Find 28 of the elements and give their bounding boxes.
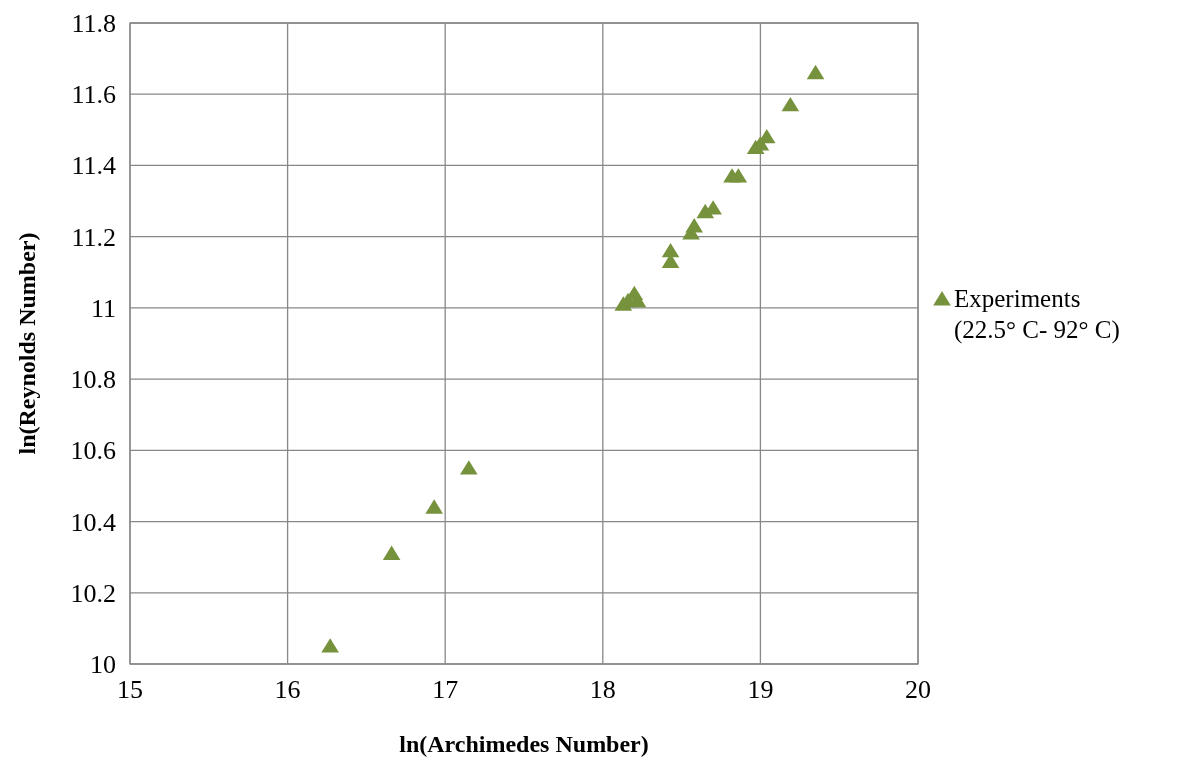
x-tick-label: 15 bbox=[117, 675, 143, 704]
x-tick-label: 19 bbox=[747, 675, 774, 704]
y-tick-label: 10 bbox=[90, 650, 116, 679]
y-tick-label: 11 bbox=[90, 293, 116, 323]
y-tick-label: 10.2 bbox=[70, 578, 116, 608]
y-tick-label: 10.8 bbox=[70, 365, 116, 395]
point bbox=[425, 499, 443, 514]
x-tick-label: 20 bbox=[905, 675, 931, 704]
y-tick-label: 10.4 bbox=[70, 507, 116, 537]
x-axis-title: ln(Archimedes Number) bbox=[399, 731, 649, 757]
y-axis-title: ln(Reynolds Number) bbox=[14, 232, 40, 455]
x-tick-label: 17 bbox=[432, 675, 459, 704]
point bbox=[781, 96, 800, 112]
point bbox=[382, 545, 401, 561]
y-tick-label: 11.4 bbox=[71, 151, 116, 181]
x-tick-label: 18 bbox=[589, 675, 616, 704]
y-tick-label: 11.6 bbox=[71, 80, 116, 110]
point bbox=[806, 64, 825, 80]
y-tick-label: 11.8 bbox=[71, 9, 116, 38]
x-tick-label: 16 bbox=[274, 675, 301, 704]
y-tick-label: 11.2 bbox=[71, 222, 116, 252]
point bbox=[729, 168, 748, 183]
legend-label: Experiments (22.5° C- 92° C) bbox=[954, 285, 1120, 344]
point bbox=[321, 638, 339, 653]
point bbox=[685, 217, 704, 233]
point bbox=[661, 242, 680, 258]
point bbox=[460, 460, 478, 475]
y-tick-label: 10.6 bbox=[70, 436, 116, 466]
